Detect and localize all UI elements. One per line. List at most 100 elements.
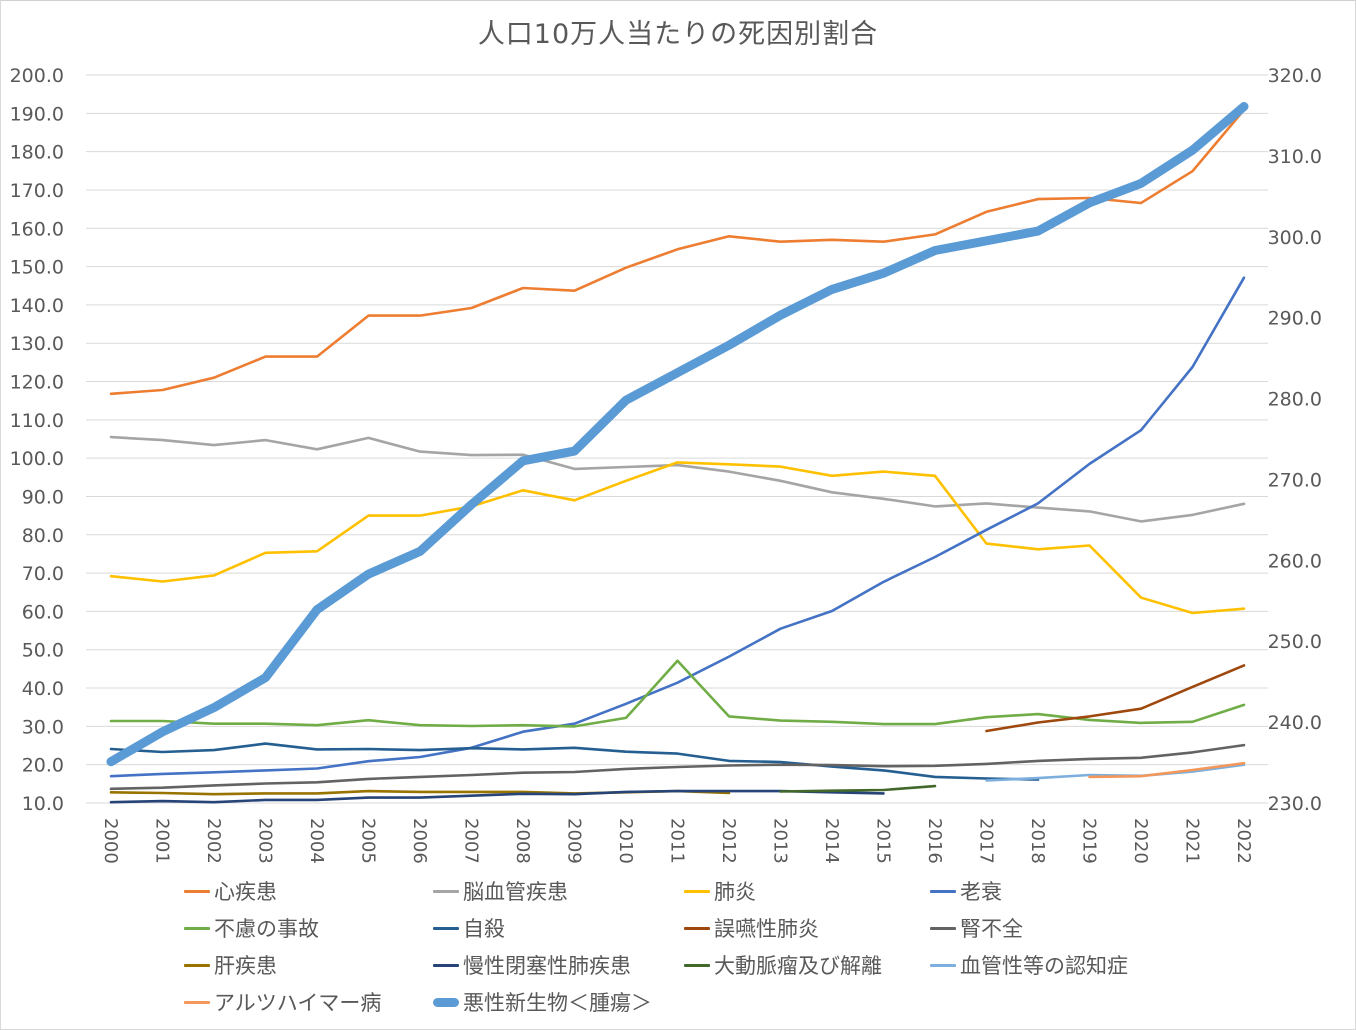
series-line: [779, 784, 937, 793]
legend-swatch: [684, 963, 710, 967]
right-axis-ticks: 320.0 310.0 300.0 290.0 280.0 270.0 260.0 250.0…: [1268, 65, 1322, 815]
left-axis-ticks: 200.0 190.0 180.0 170.0 160.0 150.0 140.0 130.0…: [10, 65, 64, 815]
x-tick-label: 2014: [821, 818, 842, 864]
legend-swatch: [184, 926, 210, 930]
legend-label: 大動脈瘤及び解離: [714, 954, 882, 978]
series-line: [109, 108, 1246, 396]
x-tick-label: 2017: [976, 818, 997, 864]
legend-swatch: [433, 889, 459, 893]
series-line: [1088, 761, 1246, 779]
x-tick-label: 2013: [770, 818, 791, 864]
right-tick-label: 320.0: [1268, 65, 1322, 87]
legend-item: 誤嚥性肺炎: [684, 911, 819, 945]
legend-item: 心疾患: [184, 874, 277, 908]
x-tick-label: 2019: [1079, 818, 1100, 864]
x-tick-label: 2020: [1130, 818, 1151, 864]
left-tick-label: 70.0: [22, 563, 64, 585]
left-tick-label: 200.0: [10, 65, 64, 87]
left-tick-label: 30.0: [22, 716, 64, 738]
x-tick-label: 2001: [152, 818, 173, 864]
x-tick-label: 2004: [306, 818, 327, 864]
left-tick-label: 190.0: [10, 103, 64, 125]
legend-label: 心疾患: [214, 880, 277, 904]
legend-label: 自殺: [463, 917, 505, 941]
legend-label: 慢性閉塞性肺疾患: [463, 954, 631, 978]
legend-swatch: [433, 926, 459, 930]
series-line: [109, 659, 1246, 728]
legend-item: 大動脈瘤及び解離: [684, 948, 882, 982]
right-tick-label: 230.0: [1268, 793, 1322, 815]
left-tick-label: 40.0: [22, 678, 64, 700]
series-line: [109, 276, 1246, 778]
x-tick-label: 2000: [100, 818, 121, 864]
legend-item: 自殺: [433, 911, 505, 945]
left-tick-label: 180.0: [10, 142, 64, 164]
right-tick-label: 290.0: [1268, 308, 1322, 330]
right-tick-label: 250.0: [1268, 631, 1322, 653]
legend-item: アルツハイマー病: [184, 985, 381, 1019]
legend-item: 血管性等の認知症: [930, 948, 1128, 982]
series-line: [109, 789, 885, 804]
left-tick-label: 150.0: [10, 257, 64, 279]
legend-item: 悪性新生物＜腫瘍＞: [433, 985, 652, 1019]
left-tick-label: 160.0: [10, 218, 64, 240]
legend-swatch: [684, 926, 710, 930]
left-tick-label: 170.0: [10, 180, 64, 202]
legend-swatch: [433, 963, 459, 967]
series-line: [109, 742, 1040, 781]
left-tick-label: 100.0: [10, 448, 64, 470]
x-tick-label: 2003: [255, 818, 276, 864]
right-tick-label: 260.0: [1268, 550, 1322, 572]
legend-label: 悪性新生物＜腫瘍＞: [463, 991, 652, 1015]
legend-item: 肝疾患: [184, 948, 277, 982]
legend-swatch: [433, 997, 459, 1007]
x-tick-label: 2018: [1027, 818, 1048, 864]
legend-label: 腎不全: [960, 917, 1023, 941]
legend-item: 肺炎: [684, 874, 756, 908]
x-axis-ticks: 2000 2001 2002 2003 2004 2005 2006 2007 2008 2009…: [100, 818, 1254, 864]
legend-label: 不慮の事故: [214, 917, 319, 941]
x-tick-label: 2010: [615, 818, 636, 864]
legend-item: 老衰: [930, 874, 1002, 908]
series-lines: [106, 102, 1249, 804]
left-tick-label: 10.0: [22, 793, 64, 815]
legend-label: 老衰: [960, 880, 1002, 904]
x-tick-label: 2006: [409, 818, 430, 864]
legend-swatch: [930, 926, 956, 930]
legend-swatch: [184, 1000, 210, 1004]
legend-item: 脳血管疾患: [433, 874, 568, 908]
legend-label: 肝疾患: [214, 954, 277, 978]
series-line: [985, 664, 1246, 733]
x-tick-label: 2012: [718, 818, 739, 864]
legend-item: 慢性閉塞性肺疾患: [433, 948, 631, 982]
legend-label: 脳血管疾患: [463, 880, 568, 904]
legend-swatch: [684, 889, 710, 893]
left-tick-label: 140.0: [10, 295, 64, 317]
right-tick-label: 310.0: [1268, 146, 1322, 168]
x-tick-label: 2022: [1233, 818, 1254, 864]
legend-item: 不慮の事故: [184, 911, 319, 945]
gridlines: [86, 74, 1268, 804]
x-tick-label: 2016: [924, 818, 945, 864]
series-line: [106, 102, 1249, 767]
x-tick-label: 2011: [667, 818, 688, 864]
left-tick-label: 130.0: [10, 333, 64, 355]
left-tick-label: 90.0: [22, 486, 64, 508]
left-tick-label: 60.0: [22, 601, 64, 623]
left-tick-label: 120.0: [10, 372, 64, 394]
series-line: [109, 461, 1246, 615]
legend-label: 肺炎: [714, 880, 756, 904]
legend-item: 腎不全: [930, 911, 1023, 945]
left-tick-label: 80.0: [22, 525, 64, 547]
chart-title: 人口10万人当たりの死因別割合: [477, 19, 879, 50]
legend-label: アルツハイマー病: [214, 991, 382, 1015]
series-line: [109, 435, 1246, 523]
right-tick-label: 280.0: [1268, 389, 1322, 411]
left-tick-label: 110.0: [10, 410, 64, 432]
legend-swatch: [184, 889, 210, 893]
legend-swatch: [184, 963, 210, 967]
right-tick-label: 270.0: [1268, 469, 1322, 491]
x-tick-label: 2005: [358, 818, 379, 864]
legend-label: 血管性等の認知症: [960, 954, 1128, 978]
